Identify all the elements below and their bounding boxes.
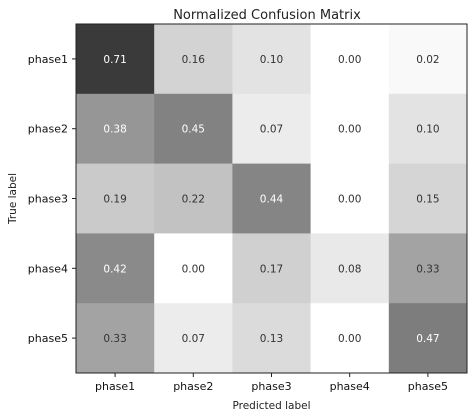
- heatmap-cell: [154, 303, 233, 374]
- heatmap-cell-value: 0.22: [182, 194, 205, 206]
- heatmap-cell: [76, 93, 155, 165]
- heatmap-cell-value: 0.07: [182, 333, 205, 345]
- heatmap-cell: [76, 24, 155, 95]
- heatmap-cell-value: 0.15: [416, 194, 439, 206]
- heatmap-cell-value: 0.71: [103, 54, 126, 66]
- y-tick-label: phase5: [28, 332, 68, 345]
- heatmap-cell: [388, 233, 468, 304]
- x-tick-label: phase2: [173, 380, 213, 393]
- heatmap-cell: [388, 163, 468, 234]
- heatmap-cell-labels: 0.71 0.16 0.10 0.00 0.02 0.38 0.45 0.07 0.00 0.10…: [103, 54, 439, 345]
- heatmap-cell: [154, 93, 233, 165]
- heatmap-cell: [388, 93, 468, 165]
- heatmap-cell-value: 0.16: [182, 54, 206, 66]
- heatmap-cell: [154, 24, 233, 95]
- heatmap-cell-value: 0.17: [260, 263, 283, 275]
- heatmap-cell-value: 0.02: [416, 54, 439, 66]
- y-axis-label: True label: [7, 173, 19, 225]
- heatmap-cell-value: 0.00: [182, 263, 205, 275]
- heatmap-cell-value: 0.42: [103, 263, 126, 275]
- heatmap-cell-value: 0.19: [103, 194, 126, 206]
- heatmap-cell: [310, 163, 390, 234]
- heatmap-cell: [232, 303, 312, 374]
- x-tick-label: phase1: [95, 380, 135, 393]
- heatmap-cell-value: 0.00: [338, 333, 361, 345]
- heatmap-cell: [388, 24, 468, 95]
- x-axis-ticks: phase1 phase2 phase3 phase4 phase5: [95, 373, 448, 393]
- heatmap-cell: [310, 24, 390, 95]
- heatmap-cell-value: 0.13: [260, 333, 283, 345]
- heatmap-cell: [76, 303, 155, 374]
- chart-title: Normalized Confusion Matrix: [173, 8, 361, 23]
- heatmap-cell-value: 0.10: [416, 124, 439, 136]
- heatmap-cell: [76, 163, 155, 234]
- y-tick-label: phase4: [28, 262, 68, 275]
- heatmap-cell: [232, 93, 312, 165]
- heatmap-cell-value: 0.07: [260, 124, 283, 136]
- heatmap-cell-value: 0.10: [260, 54, 283, 66]
- heatmap-cell-value: 0.44: [260, 194, 284, 206]
- heatmap-cell: [310, 233, 390, 304]
- heatmap-cell-value: 0.08: [338, 263, 361, 275]
- heatmap-cell-value: 0.38: [103, 124, 126, 136]
- x-tick-label: phase5: [408, 380, 448, 393]
- y-tick-label: phase1: [28, 53, 68, 66]
- y-axis-ticks: phase1 phase2 phase3 phase4 phase5: [28, 53, 76, 345]
- heatmap-cell: [154, 163, 233, 234]
- heatmap-cell: [310, 303, 390, 374]
- heatmap-cells: [76, 24, 468, 374]
- heatmap-cell: [232, 163, 312, 234]
- y-tick-label: phase3: [28, 193, 68, 206]
- heatmap-cell: [232, 24, 312, 95]
- heatmap-cell-value: 0.33: [416, 263, 439, 275]
- heatmap-cell-value: 0.00: [338, 124, 361, 136]
- heatmap-cell-value: 0.33: [103, 333, 126, 345]
- heatmap-cell-value: 0.45: [182, 124, 205, 136]
- y-tick-label: phase2: [28, 123, 68, 136]
- heatmap-cell-value: 0.47: [416, 333, 439, 345]
- heatmap-cell: [388, 303, 468, 374]
- heatmap-cell: [154, 233, 233, 304]
- x-tick-label: phase3: [251, 380, 291, 393]
- heatmap-cell: [232, 233, 312, 304]
- heatmap-cell-value: 0.00: [338, 54, 361, 66]
- x-axis-label: Predicted label: [232, 400, 310, 412]
- x-tick-label: phase4: [330, 380, 370, 393]
- heatmap-cell: [76, 233, 155, 304]
- heatmap-cell: [310, 93, 390, 165]
- heatmap-cell-value: 0.00: [338, 194, 361, 206]
